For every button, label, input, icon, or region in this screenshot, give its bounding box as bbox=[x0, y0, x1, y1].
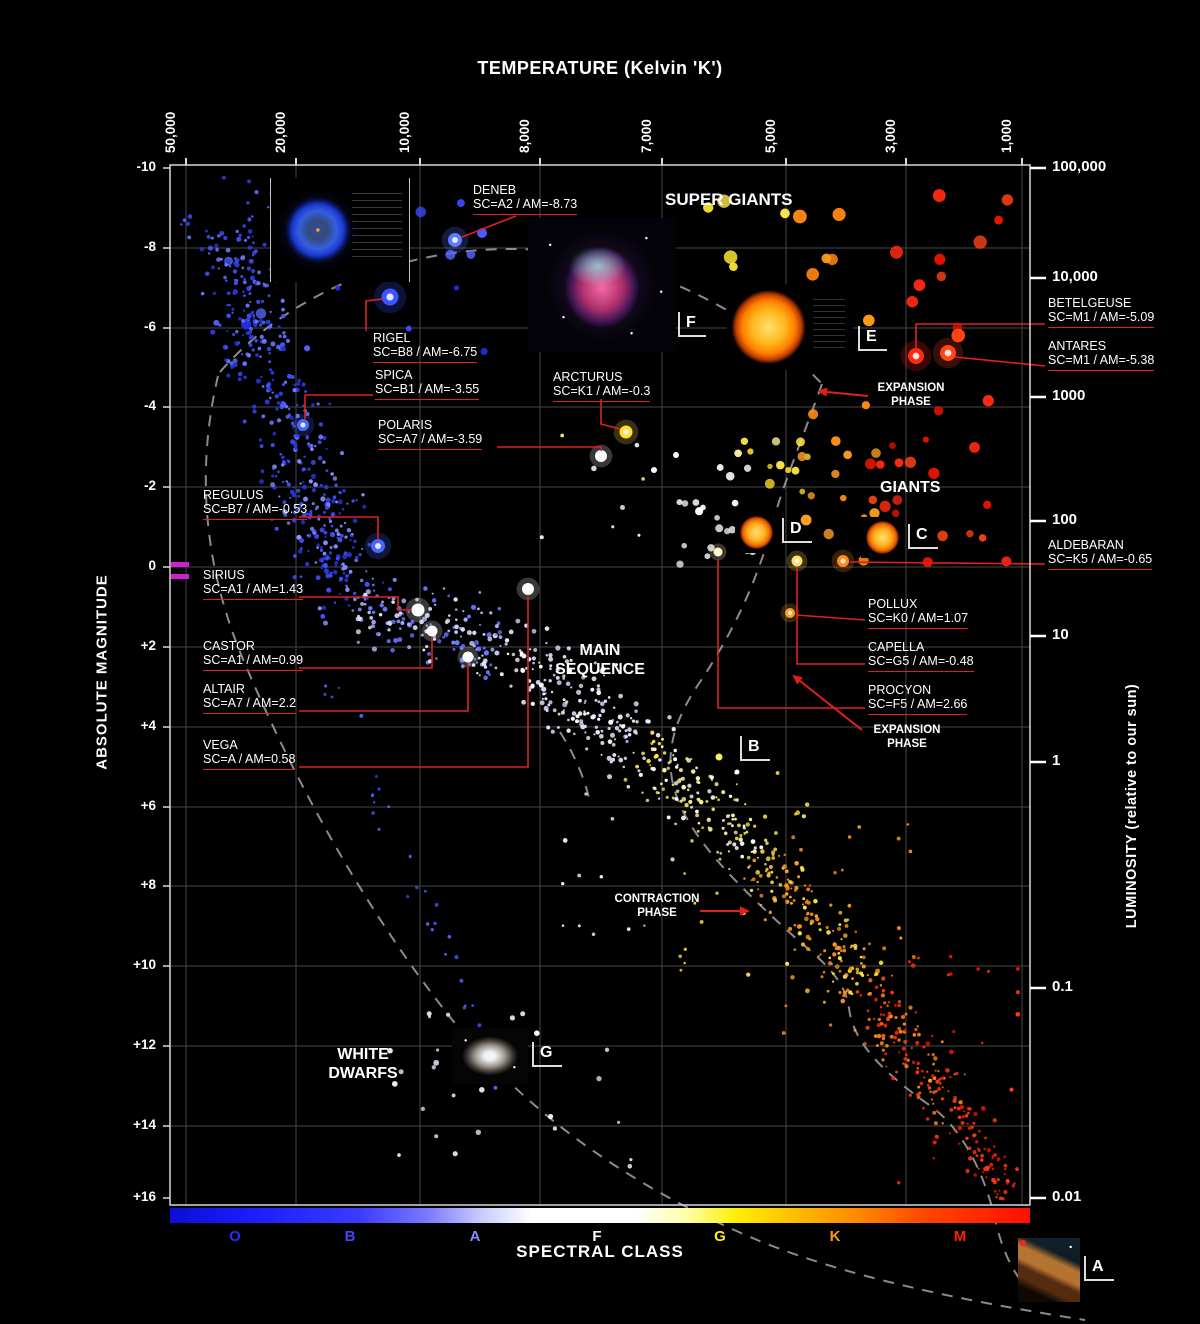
leader-line-spica bbox=[304, 394, 373, 419]
leader-line-castor bbox=[299, 637, 433, 669]
spectral-class-axis-title: SPECTRAL CLASS bbox=[516, 1242, 684, 1261]
gridlines bbox=[170, 165, 1030, 1205]
phase-arrow-0 bbox=[826, 391, 869, 397]
leader-line-arcturus bbox=[600, 399, 621, 430]
leader-line-deneb bbox=[461, 215, 517, 238]
leader-line-capella bbox=[796, 567, 865, 665]
leader-line-betelgeuse bbox=[915, 323, 1045, 349]
leader-line-regulus bbox=[299, 516, 379, 540]
temperature-axis-title: TEMPERATURE (Kelvin 'K') bbox=[477, 58, 723, 78]
leader-lines bbox=[299, 215, 1046, 916]
leader-line-vega bbox=[299, 596, 529, 768]
leader-line-polaris bbox=[497, 446, 602, 451]
leader-line-sirius bbox=[299, 596, 411, 611]
leader-line-pollux bbox=[795, 614, 866, 621]
leader-line-aldebaran bbox=[849, 561, 1046, 565]
star-field-dots bbox=[180, 175, 1021, 1201]
leader-line-altair bbox=[299, 663, 469, 712]
leader-line-rigel bbox=[365, 298, 384, 331]
leader-line-antares bbox=[954, 356, 1046, 367]
phase-arrow-1 bbox=[799, 680, 863, 731]
leader-line-procyon bbox=[717, 559, 865, 709]
plot-frame bbox=[163, 158, 1046, 1206]
evolution-tracks bbox=[204, 247, 1086, 1321]
named-star-dots bbox=[291, 226, 964, 668]
